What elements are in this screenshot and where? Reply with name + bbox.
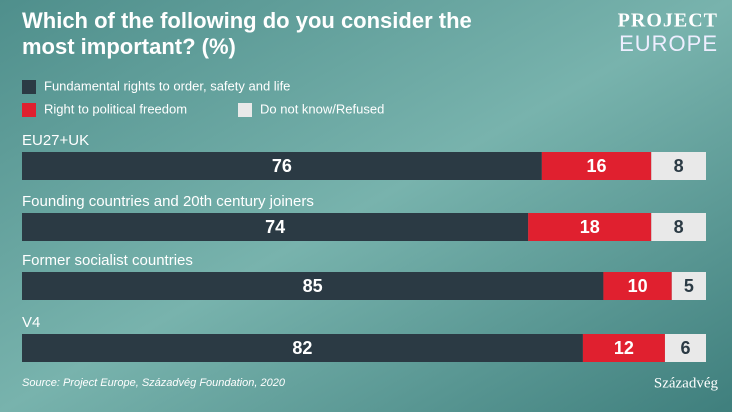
chart-title: most important? (%) [22, 34, 236, 59]
legend-swatch [22, 103, 36, 117]
value-label: 76 [272, 156, 292, 176]
category-label: Former socialist countries [22, 252, 193, 269]
bar-segment [582, 334, 665, 362]
value-label: 82 [292, 338, 312, 358]
value-label: 5 [684, 276, 694, 296]
logo: EUROPE [619, 31, 718, 56]
legend-label: Do not know/Refused [260, 101, 384, 116]
legend-swatch [238, 103, 252, 117]
value-label: 12 [614, 338, 634, 358]
value-label: 74 [265, 217, 285, 237]
source: Source: Project Europe, Századvég Founda… [22, 377, 286, 389]
bar-segment [603, 272, 672, 300]
bar-segment [22, 213, 529, 241]
value-label: 10 [628, 276, 648, 296]
bar-segment [651, 152, 706, 180]
bar-segment [651, 213, 706, 241]
bar-segment [664, 334, 706, 362]
value-label: 6 [680, 338, 690, 358]
category-label: Founding countries and 20th century join… [22, 193, 314, 210]
category-label: EU27+UK [22, 132, 89, 149]
category-label: V4 [22, 314, 40, 331]
bar-segment [22, 272, 604, 300]
bar-segment [671, 272, 706, 300]
legend-swatch [22, 80, 36, 94]
publisher-logo: Századvég [654, 375, 719, 391]
value-label: 16 [587, 156, 607, 176]
logo: PROJECT [618, 10, 718, 32]
chart-title: Which of the following do you consider t… [22, 8, 472, 33]
value-label: 18 [580, 217, 600, 237]
legend-label: Fundamental rights to order, safety and … [44, 78, 290, 93]
bar-segment [528, 213, 652, 241]
bar-segment [22, 152, 542, 180]
value-label: 8 [674, 217, 684, 237]
bar-segment [22, 334, 583, 362]
bar-segment [541, 152, 652, 180]
value-label: 8 [674, 156, 684, 176]
value-label: 85 [303, 276, 323, 296]
legend-label: Right to political freedom [44, 101, 187, 116]
